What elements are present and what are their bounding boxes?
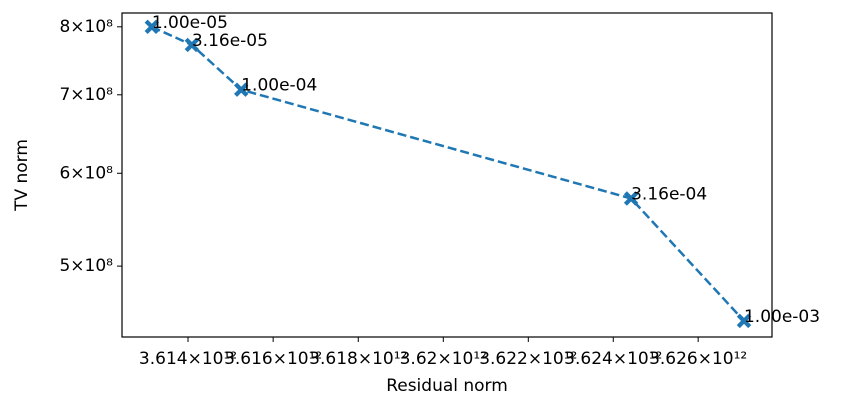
y-tick-label: 6×10⁸ [59, 163, 113, 183]
data-marker [234, 82, 249, 97]
data-line [151, 25, 745, 322]
x-tick-label: 3.626×10¹² [649, 349, 747, 369]
point-label: 1.00e-03 [744, 307, 820, 327]
x-tick-label: 3.624×10¹² [564, 349, 662, 369]
x-axis-label: Residual norm [386, 376, 508, 396]
y-axis-label: TV norm [12, 139, 32, 212]
y-tick-label: 5×10⁸ [59, 256, 113, 276]
point-label: 1.00e-04 [241, 76, 317, 96]
point-label: 3.16e-05 [192, 31, 268, 51]
data-marker [623, 191, 639, 206]
data-marker [144, 19, 160, 35]
x-tick-label: 3.62×10¹² [400, 349, 487, 369]
y-tick-label: 8×10⁸ [59, 17, 113, 37]
point-label: 3.16e-04 [631, 184, 707, 204]
x-tick-label: 3.618×10¹² [309, 349, 407, 369]
x-tick-label: 3.616×10¹² [224, 349, 322, 369]
y-tick-label: 7×10⁸ [59, 85, 113, 105]
point-label: 1.00e-05 [152, 13, 228, 33]
data-marker [736, 313, 752, 329]
data-marker [184, 37, 200, 53]
plot-frame [121, 12, 773, 338]
x-tick-label: 3.622×10¹² [479, 349, 577, 369]
x-tick-label: 3.614×10¹² [139, 349, 237, 369]
